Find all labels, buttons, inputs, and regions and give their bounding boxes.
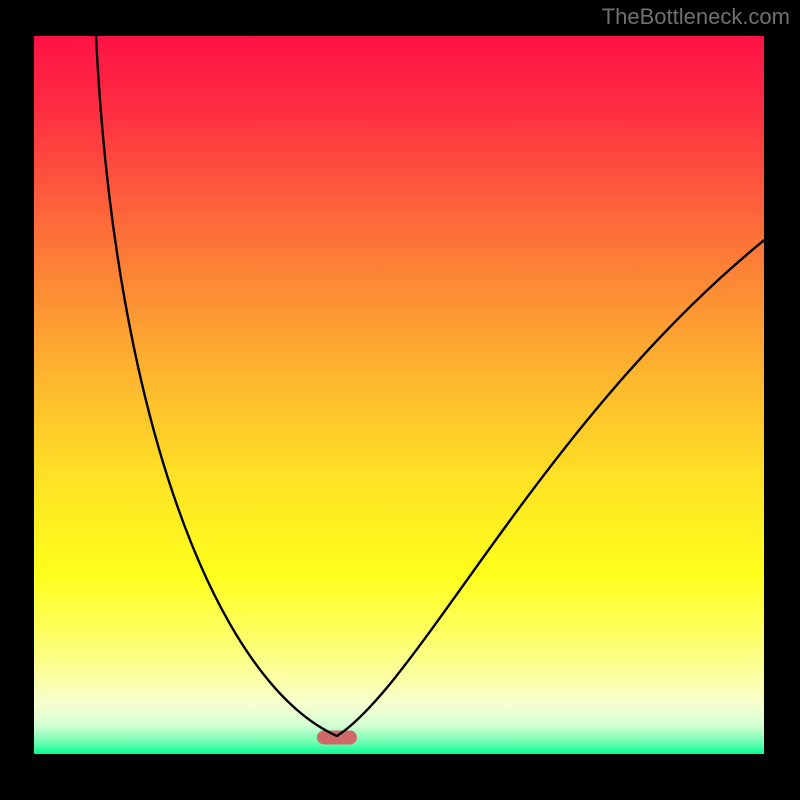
chart-container: TheBottleneck.com xyxy=(0,0,800,800)
bottleneck-chart-svg xyxy=(0,0,800,800)
optimal-point-marker xyxy=(317,730,357,744)
watermark-text: TheBottleneck.com xyxy=(602,4,790,30)
